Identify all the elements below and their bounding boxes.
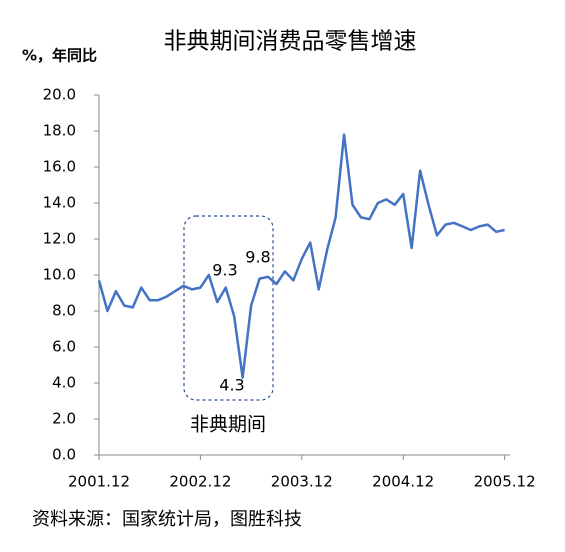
y-tick-label: 0.0 xyxy=(52,446,76,464)
x-tick-label: 2001.12 xyxy=(68,473,130,491)
y-axis-label: %，年同比 xyxy=(22,47,97,65)
highlight-label: 非典期间 xyxy=(190,414,266,436)
series-line xyxy=(97,133,505,379)
y-tick-label: 8.0 xyxy=(52,302,76,320)
x-tick-label: 2004.12 xyxy=(372,473,434,491)
y-tick-label: 2.0 xyxy=(52,410,76,428)
x-tick-label: 2005.12 xyxy=(474,473,536,491)
y-tick-label: 16.0 xyxy=(43,158,76,176)
annotation: 9.8 xyxy=(245,248,270,267)
x-tick-label: 2003.12 xyxy=(271,473,333,491)
y-tick-label: 6.0 xyxy=(52,338,76,356)
x-tick-label: 2002.12 xyxy=(169,473,231,491)
y-tick-label: 12.0 xyxy=(43,230,76,248)
chart-title: 非典期间消费品零售增速 xyxy=(164,29,417,55)
y-tick-label: 14.0 xyxy=(43,194,76,212)
annotation: 4.3 xyxy=(219,376,244,395)
annotation: 9.3 xyxy=(212,261,237,280)
y-tick-label: 18.0 xyxy=(43,122,76,140)
y-tick-label: 20.0 xyxy=(43,86,76,104)
y-tick-label: 10.0 xyxy=(43,266,76,284)
highlight-box xyxy=(183,215,274,401)
source: 资料来源：国家统计局，图胜科技 xyxy=(32,509,302,530)
y-tick-label: 4.0 xyxy=(52,374,76,392)
